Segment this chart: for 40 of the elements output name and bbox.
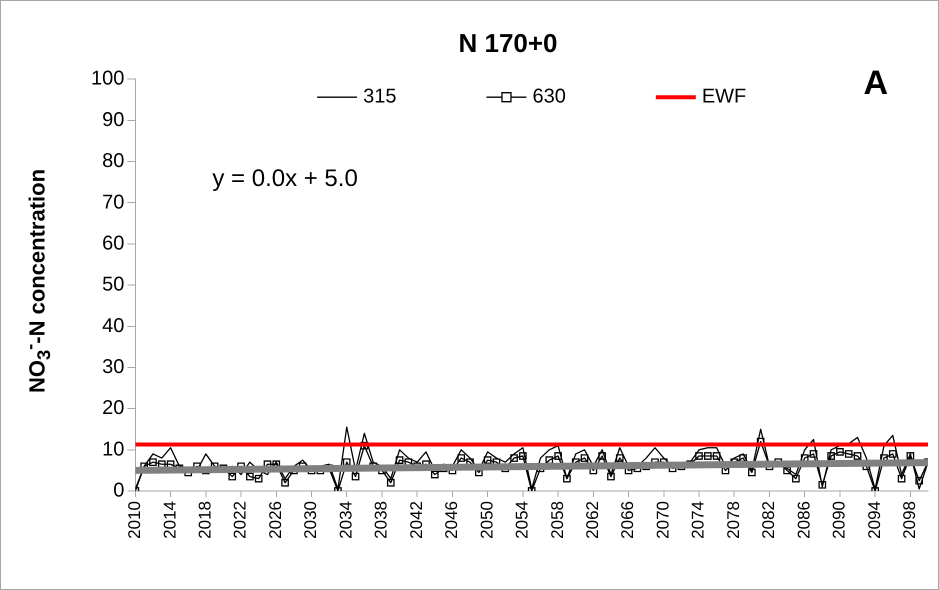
x-tick-label: 2050: [477, 501, 496, 539]
y-tick-label: 60: [102, 232, 124, 254]
x-tick-label: 2034: [336, 501, 356, 539]
y-tick-label: 90: [102, 108, 124, 131]
legend-label: 630: [532, 86, 566, 108]
y-tick-label: 50: [102, 274, 124, 296]
x-tick-label: 2094: [864, 501, 884, 539]
x-tick-label: 2082: [759, 501, 778, 539]
x-tick-label: 2010: [125, 501, 144, 539]
x-tick-label: 2018: [196, 501, 215, 539]
x-tick-label: 2062: [583, 501, 602, 539]
x-tick-label: 2054: [512, 501, 532, 539]
x-tick-label: 2026: [266, 501, 285, 539]
annotation: A: [863, 64, 888, 102]
x-tick-label: 2086: [794, 501, 814, 539]
y-tick-label: 10: [102, 438, 124, 460]
y-tick-label: 80: [102, 150, 124, 172]
y-tick-label: 70: [102, 191, 124, 214]
x-tick-label: 2014: [160, 501, 180, 539]
x-tick-label: 2078: [724, 501, 743, 539]
x-tick-label: 2046: [442, 501, 462, 539]
x-tick-label: 2070: [653, 501, 672, 539]
y-tick-label: 30: [102, 356, 124, 378]
y-tick-label: 40: [102, 314, 124, 337]
x-tick-label: 2074: [688, 501, 708, 539]
x-tick-label: 2066: [618, 501, 638, 539]
chart-title: N 170+0: [458, 28, 558, 58]
x-tick-label: 2030: [301, 501, 320, 539]
y-tick-label: 20: [102, 397, 124, 420]
legend-label: 315: [363, 86, 396, 108]
x-tick-label: 2042: [406, 501, 426, 539]
annotation: y = 0.0x + 5.0: [212, 165, 358, 192]
x-tick-label: 2022: [230, 501, 250, 539]
x-tick-label: 2090: [830, 501, 849, 539]
legend-label: EWF: [702, 86, 746, 108]
y-tick-label: 0: [113, 480, 124, 502]
x-tick-label: 2038: [372, 501, 391, 539]
y-tick-label: 100: [90, 68, 124, 90]
x-tick-label: 2058: [548, 501, 567, 539]
x-tick-label: 2098: [900, 501, 920, 539]
